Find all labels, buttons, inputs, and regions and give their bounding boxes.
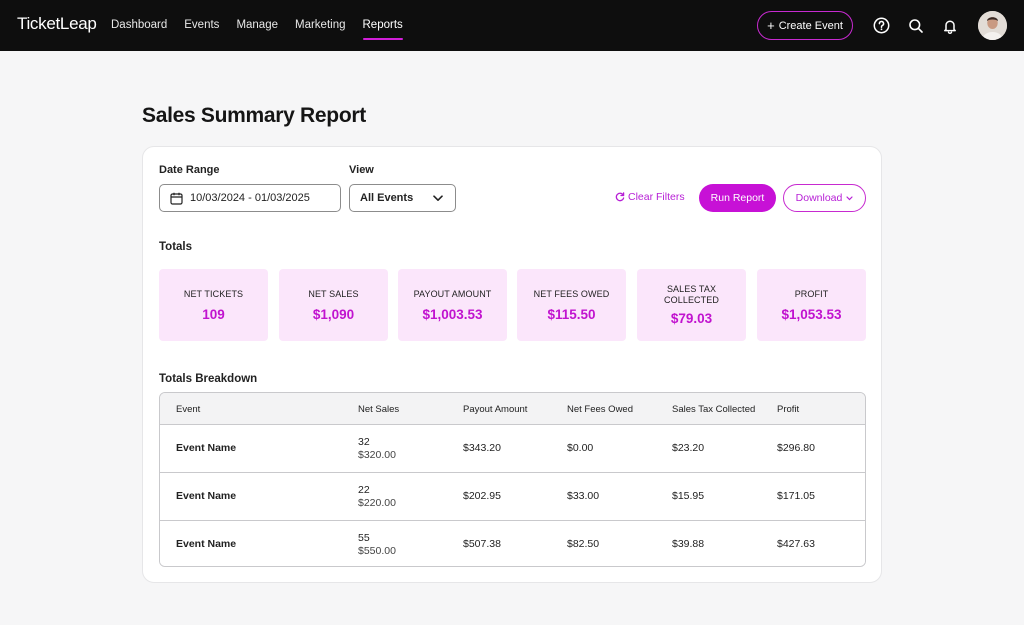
fees-cell: $82.50 (567, 538, 600, 550)
net-sales-amount: $550.00 (358, 545, 396, 557)
event-name: Event Name (176, 538, 237, 550)
net-sales-cell: 22 $220.00 (358, 484, 396, 510)
tile-label: PROFIT (794, 288, 829, 299)
tickets-count: 32 (358, 436, 370, 448)
tile-value: $1,003.53 (422, 306, 483, 322)
date-range-input[interactable]: 10/03/2024 - 01/03/2025 (159, 184, 341, 212)
tile-sales-tax-collected: SALES TAX COLLECTED $79.03 (637, 269, 746, 341)
download-label: Download (795, 192, 843, 204)
tile-label: NET SALES (308, 288, 359, 299)
view-select-value: All Events (360, 192, 414, 204)
report-card: Date Range 10/03/2024 - 01/03/2025 View … (142, 146, 882, 583)
tile-label: NET TICKETS (183, 288, 244, 299)
tickets-count: 22 (358, 484, 370, 496)
fees-cell: $0.00 (567, 442, 594, 454)
table-row[interactable]: Event Name 32 $320.00 $343.20 $0.00 $23.… (160, 425, 865, 473)
search-icon[interactable] (907, 17, 924, 34)
nav-item-manage[interactable]: Manage (236, 19, 278, 31)
top-nav-bar: TicketLeap Dashboard Events Manage Marke… (0, 0, 1024, 51)
bell-icon[interactable] (941, 17, 958, 34)
payout-cell: $202.95 (463, 490, 501, 502)
chevron-down-icon (433, 194, 443, 202)
refresh-icon (615, 192, 625, 202)
tile-net-fees-owed: NET FEES OWED $115.50 (517, 269, 626, 341)
clear-filters-label: Clear Filters (628, 191, 685, 203)
net-sales-amount: $320.00 (358, 449, 396, 461)
event-name: Event Name (176, 442, 237, 454)
breakdown-table: Event Net Sales Payout Amount Net Fees O… (159, 392, 866, 567)
view-label: View (349, 164, 374, 176)
nav-item-marketing[interactable]: Marketing (295, 19, 346, 31)
profit-cell: $171.05 (777, 490, 815, 502)
tax-cell: $39.88 (672, 538, 705, 550)
tile-label: NET FEES OWED (533, 288, 610, 299)
tax-cell: $23.20 (672, 442, 705, 454)
totals-title: Totals (159, 241, 193, 253)
column-header-net-sales: Net Sales (358, 404, 400, 415)
event-name: Event Name (176, 490, 237, 502)
chevron-down-icon (846, 195, 853, 201)
fees-cell: $33.00 (567, 490, 600, 502)
tile-payout-amount: PAYOUT AMOUNT $1,003.53 (398, 269, 507, 341)
column-header-sales-tax: Sales Tax Collected (672, 404, 756, 415)
run-report-button[interactable]: Run Report (699, 184, 776, 212)
calendar-icon (170, 192, 183, 205)
net-sales-amount: $220.00 (358, 497, 396, 509)
plus-icon: + (767, 18, 775, 33)
column-header-payout-amount: Payout Amount (463, 404, 528, 415)
create-event-label: Create Event (778, 19, 843, 32)
tile-label: SALES TAX COLLECTED (664, 284, 719, 305)
tile-value: $1,053.53 (781, 306, 842, 322)
table-row[interactable]: Event Name 55 $550.00 $507.38 $82.50 $39… (160, 521, 865, 566)
tile-value: $115.50 (547, 306, 596, 322)
help-icon[interactable] (873, 17, 890, 34)
net-sales-cell: 55 $550.00 (358, 532, 396, 558)
profit-cell: $296.80 (777, 442, 815, 454)
totals-tiles: NET TICKETS 109 NET SALES $1,090 PAYOUT … (159, 269, 866, 341)
download-button[interactable]: Download (783, 184, 866, 212)
tickets-count: 55 (358, 532, 370, 544)
tile-net-sales: NET SALES $1,090 (279, 269, 388, 341)
clear-filters-link[interactable]: Clear Filters (615, 191, 685, 203)
column-header-profit: Profit (777, 404, 800, 415)
nav-item-events[interactable]: Events (184, 19, 220, 31)
tile-label: PAYOUT AMOUNT (413, 288, 492, 299)
table-header: Event Net Sales Payout Amount Net Fees O… (160, 393, 865, 425)
nav-item-reports[interactable]: Reports (362, 0, 404, 51)
tile-value: 109 (202, 306, 225, 322)
payout-cell: $507.38 (463, 538, 501, 550)
page-title: Sales Summary Report (142, 104, 366, 127)
tile-profit: PROFIT $1,053.53 (757, 269, 866, 341)
date-range-value: 10/03/2024 - 01/03/2025 (190, 192, 310, 204)
main-nav: Dashboard Events Manage Marketing Report… (111, 0, 420, 51)
user-avatar[interactable] (978, 11, 1007, 40)
breakdown-title: Totals Breakdown (159, 373, 258, 385)
net-sales-cell: 32 $320.00 (358, 436, 396, 462)
profit-cell: $427.63 (777, 538, 815, 550)
column-header-net-fees-owed: Net Fees Owed (567, 404, 633, 415)
nav-item-dashboard[interactable]: Dashboard (111, 19, 168, 31)
tax-cell: $15.95 (672, 490, 705, 502)
ticketleap-logo[interactable]: TicketLeap (17, 14, 97, 33)
tile-value: $79.03 (670, 311, 713, 326)
table-row[interactable]: Event Name 22 $220.00 $202.95 $33.00 $15… (160, 473, 865, 521)
payout-cell: $343.20 (463, 442, 501, 454)
tile-net-tickets: NET TICKETS 109 (159, 269, 268, 341)
column-header-event: Event (176, 404, 201, 415)
create-event-button[interactable]: + Create Event (757, 11, 853, 40)
view-select[interactable]: All Events (349, 184, 456, 212)
tile-value: $1,090 (312, 306, 355, 322)
date-range-label: Date Range (159, 164, 220, 176)
